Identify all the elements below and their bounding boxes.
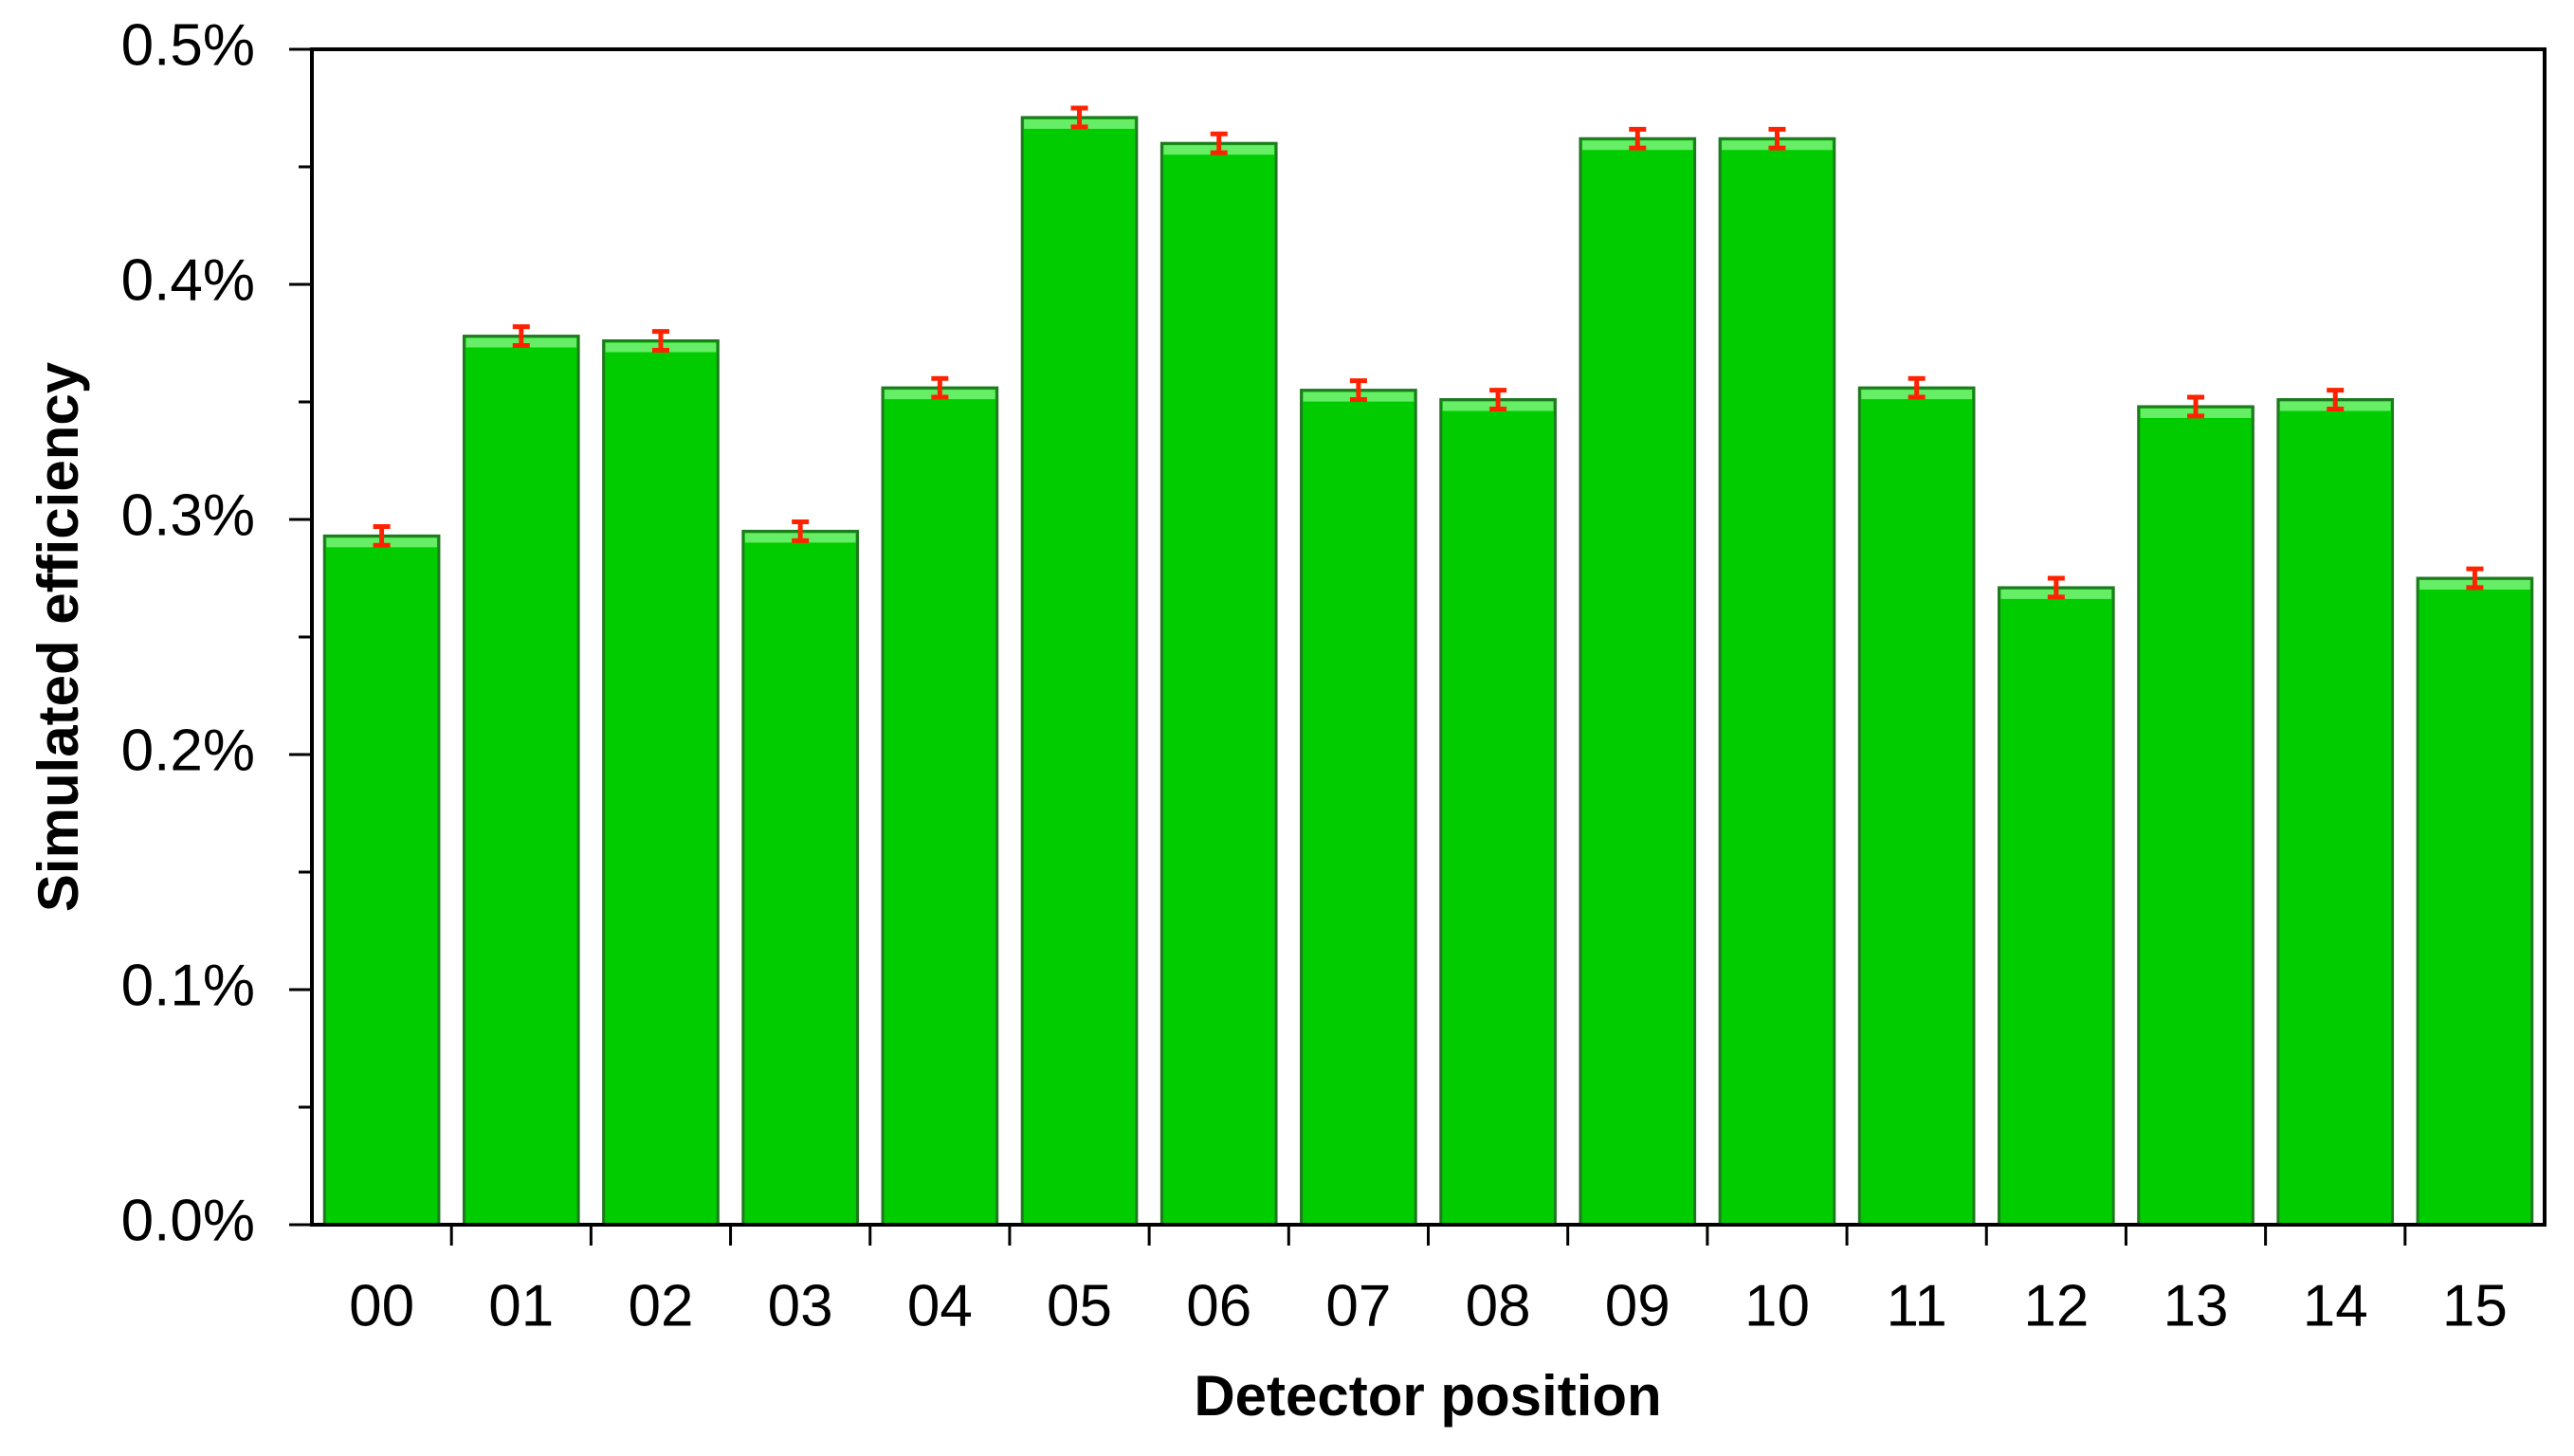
x-tick-label: 07 bbox=[1325, 1273, 1391, 1338]
bar bbox=[881, 386, 999, 1227]
bar bbox=[1579, 136, 1697, 1227]
error-bar bbox=[1070, 105, 1088, 130]
x-tick-label: 05 bbox=[1047, 1273, 1112, 1338]
x-tick-label: 15 bbox=[2442, 1273, 2508, 1338]
bar bbox=[1997, 586, 2115, 1227]
error-bar bbox=[373, 523, 391, 548]
x-tick-label: 06 bbox=[1186, 1273, 1251, 1338]
error-bar bbox=[2047, 575, 2065, 600]
x-tick-label: 09 bbox=[1605, 1273, 1670, 1338]
plot-frame bbox=[310, 47, 2547, 1227]
error-bar bbox=[651, 329, 669, 353]
error-bar bbox=[1210, 131, 1228, 155]
bar bbox=[1857, 386, 1976, 1227]
bar bbox=[2137, 405, 2255, 1227]
error-bar bbox=[1349, 378, 1367, 403]
x-tick-label: 03 bbox=[768, 1273, 833, 1338]
error-bar bbox=[1768, 126, 1786, 151]
x-tick-label: 11 bbox=[1886, 1273, 1946, 1338]
bar bbox=[1439, 398, 1557, 1227]
x-tick-label: 01 bbox=[488, 1273, 554, 1338]
bar bbox=[2276, 398, 2395, 1227]
bar bbox=[602, 339, 720, 1227]
y-tick-label: 0.3% bbox=[121, 482, 255, 548]
x-tick-label: 08 bbox=[1466, 1273, 1531, 1338]
y-tick-label: 0.5% bbox=[121, 12, 255, 78]
error-bar bbox=[2327, 388, 2345, 411]
x-tick-label: 02 bbox=[628, 1273, 693, 1338]
error-bar bbox=[512, 324, 530, 348]
bar bbox=[2416, 576, 2534, 1227]
error-bar bbox=[1629, 126, 1647, 151]
bar bbox=[741, 529, 860, 1227]
error-bar bbox=[1908, 375, 1926, 400]
error-bar bbox=[2187, 394, 2205, 419]
bar bbox=[1300, 389, 1417, 1227]
y-tick-label: 0.4% bbox=[121, 247, 255, 313]
error-bar bbox=[931, 375, 949, 400]
y-axis-title: Simulated efficiency bbox=[27, 361, 90, 912]
x-tick-label: 10 bbox=[1744, 1273, 1810, 1338]
x-tick-label: 14 bbox=[2303, 1273, 2368, 1338]
bar bbox=[322, 534, 441, 1227]
x-tick-label: 13 bbox=[2163, 1273, 2229, 1338]
bar bbox=[1159, 141, 1278, 1227]
y-tick-label: 0.1% bbox=[121, 953, 255, 1018]
bar bbox=[1020, 116, 1139, 1227]
error-bar bbox=[2466, 566, 2484, 591]
x-tick-label: 00 bbox=[349, 1273, 414, 1338]
error-bar bbox=[1489, 388, 1507, 411]
bar bbox=[462, 335, 580, 1227]
error-bar bbox=[792, 519, 810, 543]
x-tick-label: 04 bbox=[907, 1273, 973, 1338]
x-tick-label: 12 bbox=[2023, 1273, 2089, 1338]
bar bbox=[1718, 136, 1836, 1227]
y-tick-label: 0.2% bbox=[121, 718, 255, 783]
y-tick-label: 0.0% bbox=[121, 1188, 255, 1253]
x-axis-title: Detector position bbox=[1194, 1364, 1661, 1428]
